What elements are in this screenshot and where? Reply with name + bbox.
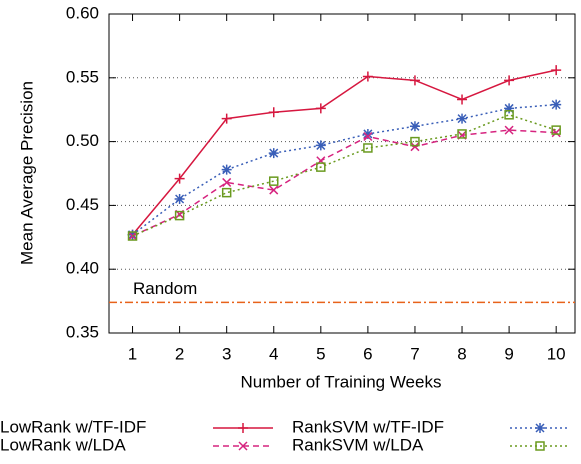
legend-label: RankSVM w/TF-IDF bbox=[292, 417, 444, 436]
marker bbox=[551, 125, 561, 135]
x-tick-label: 8 bbox=[457, 344, 466, 363]
marker bbox=[504, 110, 514, 120]
plot-frame bbox=[108, 13, 576, 334]
y-axis-label: Mean Average Precision bbox=[17, 81, 36, 265]
y-tick-label: 0.40 bbox=[66, 259, 99, 278]
marker bbox=[409, 75, 420, 86]
x-tick-label: 6 bbox=[363, 344, 372, 363]
x-tick-label: 1 bbox=[128, 344, 137, 363]
legend-marker bbox=[535, 441, 545, 451]
x-tick-label: 4 bbox=[269, 344, 278, 363]
marker bbox=[174, 210, 185, 221]
marker bbox=[268, 107, 279, 118]
marker bbox=[268, 148, 279, 159]
x-tick-label: 10 bbox=[547, 344, 566, 363]
marker bbox=[127, 229, 138, 240]
marker bbox=[127, 231, 138, 241]
legend-marker bbox=[238, 441, 248, 451]
x-tick-label: 7 bbox=[410, 344, 419, 363]
legend-label: RankSVM w/LDA bbox=[292, 435, 424, 454]
y-tick-label: 0.35 bbox=[66, 322, 99, 341]
reference-label: Random bbox=[133, 279, 197, 298]
marker bbox=[269, 185, 279, 195]
marker bbox=[551, 128, 561, 138]
marker bbox=[128, 231, 138, 241]
y-tick-label: 0.55 bbox=[66, 67, 99, 86]
marker bbox=[551, 99, 562, 110]
series-line bbox=[132, 129, 557, 237]
x-tick-label: 9 bbox=[504, 344, 513, 363]
marker bbox=[315, 140, 326, 151]
marker bbox=[221, 164, 232, 175]
marker bbox=[409, 121, 420, 132]
marker bbox=[504, 75, 515, 86]
y-tick-label: 0.45 bbox=[66, 195, 99, 214]
series-line bbox=[131, 69, 557, 236]
y-tick-label: 0.50 bbox=[66, 131, 99, 150]
marker bbox=[457, 94, 468, 105]
x-tick-label: 5 bbox=[316, 344, 325, 363]
marker bbox=[221, 113, 232, 124]
x-tick-label: 2 bbox=[175, 344, 184, 363]
legend-label: LowRank w/LDA bbox=[0, 435, 126, 454]
marker bbox=[363, 131, 373, 142]
y-tick-label: 0.60 bbox=[66, 3, 99, 22]
marker bbox=[221, 187, 232, 198]
marker bbox=[316, 162, 326, 172]
marker bbox=[268, 176, 279, 186]
marker bbox=[504, 103, 515, 114]
marker bbox=[551, 65, 562, 76]
legend-marker bbox=[238, 423, 248, 433]
x-axis-label: Number of Training Weeks bbox=[241, 372, 442, 391]
marker bbox=[222, 177, 232, 187]
marker bbox=[315, 103, 326, 114]
marker bbox=[174, 173, 185, 184]
marker bbox=[504, 125, 514, 135]
legend-label: LowRank w/TF-IDF bbox=[0, 417, 146, 436]
marker bbox=[457, 129, 467, 139]
marker bbox=[363, 143, 373, 153]
marker bbox=[362, 71, 373, 82]
x-tick-label: 3 bbox=[222, 344, 231, 363]
marker bbox=[457, 113, 468, 124]
series-line bbox=[132, 114, 557, 237]
series-line bbox=[132, 103, 557, 236]
marker bbox=[174, 194, 185, 205]
legend-marker bbox=[535, 423, 545, 433]
marker bbox=[362, 128, 373, 139]
marker bbox=[410, 142, 420, 152]
marker bbox=[410, 136, 420, 147]
